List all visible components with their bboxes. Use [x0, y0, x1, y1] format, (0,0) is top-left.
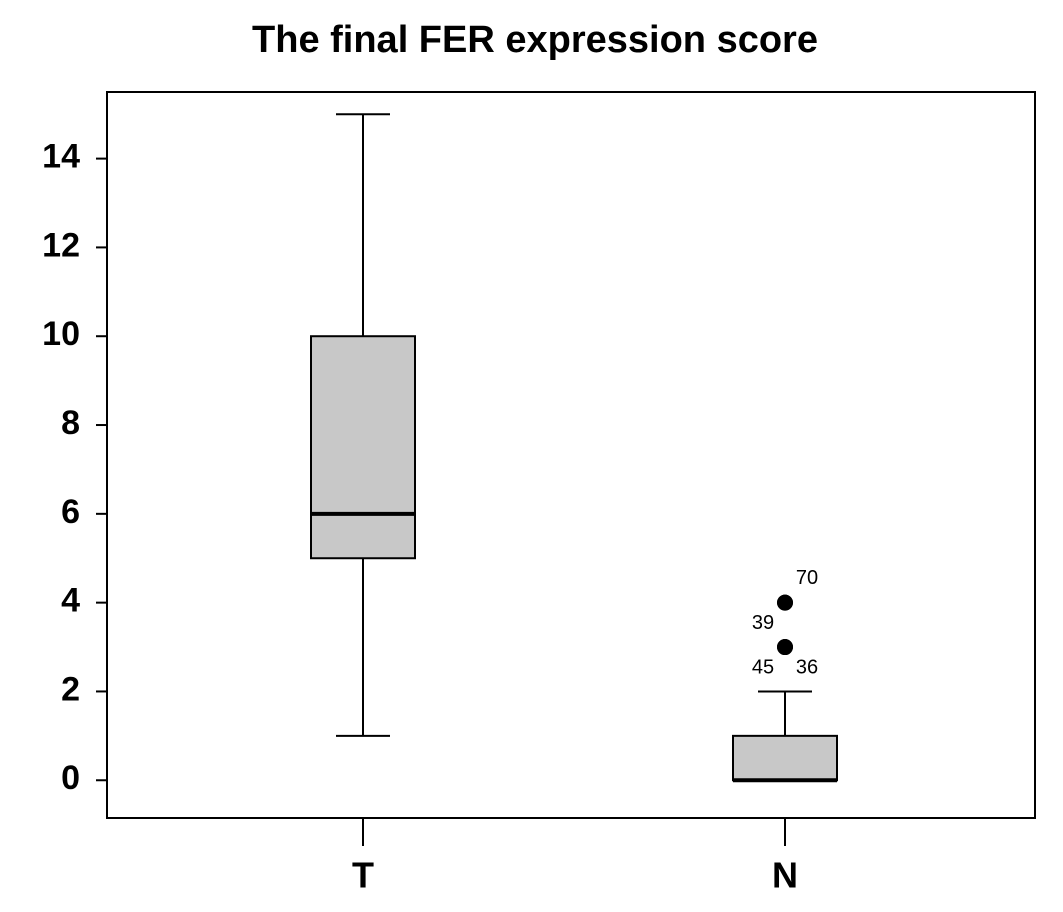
x-tick-label: T — [352, 855, 374, 896]
y-tick-label: 10 — [42, 315, 80, 353]
y-tick-label: 2 — [61, 670, 80, 708]
outlier-label: 70 — [796, 567, 818, 589]
y-tick-label: 0 — [61, 759, 80, 797]
outlier-label: 45 — [752, 656, 774, 678]
box — [732, 734, 838, 782]
y-tick-label: 6 — [61, 493, 80, 531]
y-tick-label: 8 — [61, 404, 80, 442]
box — [310, 335, 416, 560]
y-tick-label: 4 — [61, 582, 80, 620]
outlier — [777, 594, 793, 611]
chart-title: The final FER expression score — [252, 19, 818, 61]
y-tick-label: 14 — [42, 138, 80, 176]
x-tick-label: N — [772, 855, 798, 896]
plot-frame — [106, 91, 1036, 819]
outlier-label: 39 — [752, 612, 774, 634]
outlier — [777, 639, 793, 656]
y-tick-label: 12 — [42, 226, 80, 264]
outlier-label: 36 — [796, 656, 818, 678]
